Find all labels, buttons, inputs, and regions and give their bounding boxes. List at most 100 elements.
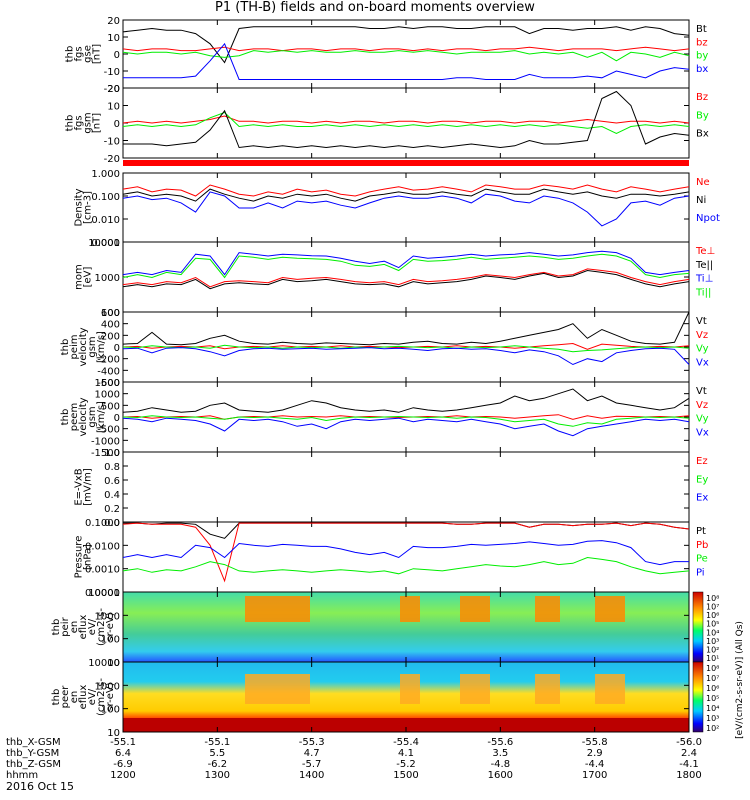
panel-frame-temps (122, 241, 690, 313)
legend-label: Vy (696, 344, 709, 355)
y-axis-label: [km/s] (96, 331, 107, 363)
colorbar-tick-label: 10⁷ (706, 603, 719, 612)
colorbar-tick-label: 10⁵ (706, 620, 719, 629)
y-axis-label: velocity (78, 397, 89, 436)
series-line-Vt (122, 388, 690, 413)
colorbar-tick-label: 10⁶ (706, 684, 719, 693)
y-tick-label: -400 (97, 366, 120, 377)
y-tick-label: -10 (104, 67, 120, 78)
legend-label: bx (696, 64, 708, 75)
y-axis-label: [nT] (92, 113, 103, 133)
xaxis-value-y: 4.1 (398, 748, 414, 759)
y-axis-label: peem (69, 403, 80, 431)
y-tick-label: 20 (107, 84, 120, 95)
y-axis-label: peer (60, 685, 71, 709)
y-tick-label: 0 (114, 119, 120, 130)
xaxis-value-t: 1300 (205, 770, 230, 781)
xaxis-value-x: -55.6 (487, 737, 513, 748)
legend-label: Vt (696, 316, 707, 327)
y-axis-label: sr-eV) (105, 612, 116, 641)
legend-label: Vz (696, 330, 708, 341)
y-axis-label: eflux (78, 685, 89, 710)
date-label: 2016 Oct 15 (6, 780, 75, 793)
legend-label: Bt (696, 24, 707, 35)
y-tick-label: 20 (107, 16, 120, 27)
xaxis-value-y: 5.5 (209, 748, 225, 759)
y-tick-label: -20 (104, 154, 120, 165)
y-axis-label: gse (83, 45, 94, 63)
panel-frame-density (122, 172, 690, 243)
legend-label: Te|| (695, 260, 713, 271)
y-tick-label: 0.0010 (85, 565, 120, 576)
y-tick-label: 1.000 (91, 169, 120, 180)
y-axis-label: eflux (78, 615, 89, 640)
colorbar-1 (692, 591, 704, 663)
colorbar-tick-label: 10⁸ (706, 664, 719, 673)
chart-title: P1 (TH-B) fields and on-board moments ov… (215, 0, 535, 15)
series-line-Vx (122, 417, 690, 437)
spectrogram-feature (460, 674, 490, 704)
y-tick-label: 0.8 (104, 462, 120, 473)
colorbar-tick-label: 10² (706, 724, 719, 733)
y-axis-label: sr-eV) (105, 682, 116, 711)
series-line-Npot (122, 191, 690, 227)
xaxis-row-label: hhmm (6, 770, 38, 781)
panel-frame-efield (122, 451, 690, 523)
y-tick-label: 10 (107, 102, 120, 113)
xaxis-value-t: 1500 (393, 770, 418, 781)
y-tick-label: 1000 (95, 611, 120, 622)
y-axis-label: eV/ (87, 618, 98, 635)
y-axis-label: Pressure (74, 536, 85, 579)
spectrogram-feature (535, 674, 560, 704)
xaxis-value-x: -55.1 (110, 737, 136, 748)
spectrogram-feature (245, 596, 310, 622)
series-line-Bz (122, 115, 690, 124)
xaxis-value-z: -5.2 (396, 759, 416, 770)
xaxis-value-x: -56.0 (676, 737, 702, 748)
colorbar-tick-label: 10⁸ (706, 594, 719, 603)
xaxis-value-z: -4.1 (679, 759, 699, 770)
xaxis-value-t: 1700 (582, 770, 607, 781)
y-tick-label: 10 (107, 658, 120, 669)
y-axis-label: [cm-3] (83, 191, 94, 224)
colorbar-tick-label: 10³ (706, 714, 719, 723)
xaxis-value-t: 1400 (299, 770, 324, 781)
y-tick-label: 0 (114, 50, 120, 61)
y-tick-label: 1.0 (104, 448, 120, 459)
y-axis-label: thb (65, 115, 76, 132)
legend-label: Bx (696, 129, 709, 140)
series-line-Vy (122, 344, 690, 353)
legend-label: Vx (696, 427, 709, 438)
y-axis-label: [nT] (92, 44, 103, 64)
y-axis-label: fgs (74, 46, 85, 61)
y-axis-label: peim (69, 334, 80, 359)
y-tick-label: 500 (101, 401, 120, 412)
y-tick-label: 100 (101, 308, 120, 319)
xaxis-value-t: 1200 (110, 770, 135, 781)
series-line-Ti⊥ (122, 250, 690, 276)
y-tick-label: 0.0001 (85, 588, 120, 599)
xaxis-value-z: -5.7 (302, 759, 322, 770)
xaxis-value-z: -4.4 (585, 759, 605, 770)
y-axis-label: E=-VxB (74, 468, 85, 505)
y-axis-label: thb (65, 46, 76, 63)
spectrogram-feature (245, 674, 310, 704)
xaxis-value-z: -6.2 (208, 759, 228, 770)
y-tick-label: 0.2 (104, 504, 120, 515)
legend-label: Vt (696, 386, 707, 397)
series-line-Pi (122, 540, 689, 566)
colorbar-tick-label: 10³ (706, 637, 719, 646)
y-tick-label: 1000 (95, 390, 120, 401)
y-tick-label: 0 (114, 413, 120, 424)
y-axis-label: gsm (87, 336, 98, 357)
spectrogram-feature (595, 674, 625, 704)
legend-label: by (696, 51, 708, 62)
legend-label: Pe (696, 554, 708, 565)
y-tick-label: -20 (104, 84, 120, 95)
y-tick-label: 100 (101, 705, 120, 716)
xaxis-value-x: -55.4 (393, 737, 419, 748)
y-axis-label: [mV/m] (83, 468, 94, 506)
legend-label: Vy (696, 414, 709, 425)
series-line-Ti|| (122, 253, 690, 279)
series-line-Ni (122, 188, 690, 202)
